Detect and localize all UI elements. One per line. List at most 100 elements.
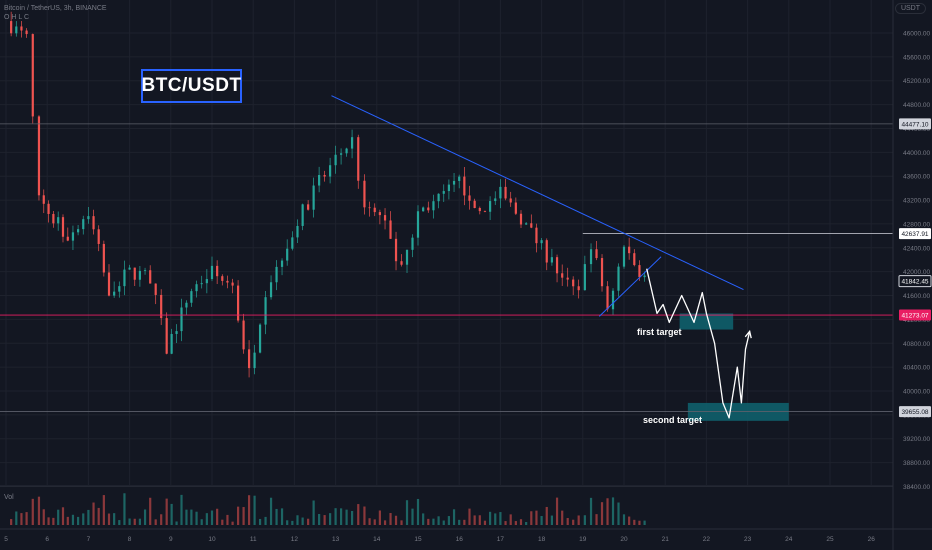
volume-bar [206, 513, 208, 525]
candle-body [572, 280, 574, 287]
volume-bar [134, 519, 136, 525]
volume-bar [395, 516, 397, 525]
volume-bar [155, 519, 157, 525]
y-tick-label: 41600.00 [903, 293, 930, 300]
volume-bar [623, 514, 625, 525]
candle-body [123, 270, 125, 287]
volume-bar [340, 508, 342, 525]
volume-bar [567, 518, 569, 525]
candle-body [443, 191, 445, 194]
x-tick-label: 21 [662, 536, 670, 543]
volume-bar [232, 522, 234, 525]
currency-button[interactable]: USDT [895, 3, 926, 14]
y-tick-label: 40800.00 [903, 341, 930, 348]
volume-bar [286, 520, 288, 525]
symbol-line: Bitcoin / TetherUS, 3h, BINANCE [4, 4, 107, 13]
volume-bar [406, 500, 408, 525]
volume-bar [171, 504, 173, 525]
chart-title-box: BTC/USDT [141, 69, 242, 103]
volume-bar [572, 520, 574, 525]
volume-bar [82, 513, 84, 525]
candle-body [458, 177, 460, 181]
volume-bar [129, 519, 131, 525]
candle-body [118, 286, 120, 292]
candle-body [561, 273, 563, 277]
volume-bar [160, 514, 162, 525]
candle-body [525, 223, 527, 224]
volume-bar [98, 508, 100, 525]
y-tick-label: 39200.00 [903, 436, 930, 443]
first-target-label: first target [637, 327, 682, 337]
candle-body [633, 253, 635, 265]
candle-body [406, 250, 408, 265]
symbol-header: Bitcoin / TetherUS, 3h, BINANCE O H L C [4, 4, 107, 22]
candle-body [494, 198, 496, 201]
candle-body [368, 207, 370, 208]
candle-body [617, 267, 619, 291]
x-tick-label: 26 [868, 536, 876, 543]
candle-body [77, 229, 79, 232]
candle-body [628, 247, 630, 253]
volume-bar [32, 499, 34, 525]
candle-body [57, 217, 59, 223]
volume-bar [633, 520, 635, 525]
volume-bar [584, 515, 586, 525]
volume-bar [108, 514, 110, 525]
candle-body [448, 185, 450, 191]
candle-body [15, 26, 17, 33]
candle-body [546, 240, 548, 262]
volume-bar [389, 513, 391, 525]
volume-bar [43, 509, 45, 525]
candle-body [468, 195, 470, 200]
candle-body [38, 116, 40, 195]
volume-bar [504, 521, 506, 525]
volume-bar [432, 519, 434, 525]
candle-body [595, 249, 597, 258]
volume-bar [606, 498, 608, 525]
volume-bar [185, 510, 187, 525]
candle-body [20, 26, 22, 30]
candle-body [363, 181, 365, 208]
y-tick-label: 40000.00 [903, 389, 930, 396]
x-tick-label: 7 [87, 536, 91, 543]
volume-bar [264, 517, 266, 525]
y-tick-label: 45600.00 [903, 54, 930, 61]
candle-body [345, 149, 347, 154]
volume-bar [494, 513, 496, 525]
candle-body [62, 217, 64, 237]
volume-bar [484, 521, 486, 525]
candle-body [389, 220, 391, 238]
candle-body [206, 279, 208, 283]
volume-bar [77, 517, 79, 525]
candle-body [113, 292, 115, 296]
candle-body [504, 187, 506, 199]
candle-body [335, 155, 337, 165]
x-tick-label: 10 [208, 536, 216, 543]
candle-body [601, 258, 603, 286]
volume-bar [368, 518, 370, 525]
volume-bar [489, 512, 491, 525]
volume-bar [427, 519, 429, 525]
volume-bar [72, 515, 74, 525]
candle-body [438, 194, 440, 201]
candle-body [226, 281, 228, 283]
y-tick-label: 42400.00 [903, 245, 930, 252]
candle-body [216, 266, 218, 276]
volume-bar [275, 509, 277, 525]
candle-body [139, 271, 141, 280]
candle-body [530, 223, 532, 227]
candle-body [108, 272, 110, 295]
volume-bar [324, 515, 326, 525]
x-tick-label: 17 [497, 536, 505, 543]
candle-body [484, 211, 486, 212]
volume-bar [52, 518, 54, 525]
volume-bar [345, 510, 347, 525]
price-tag-label: 41842.45 [901, 279, 928, 286]
volume-bar [561, 511, 563, 525]
volume-bar [628, 517, 630, 525]
candle-body [175, 331, 177, 334]
candle-body [47, 204, 49, 214]
candle-body [307, 204, 309, 209]
volume-bar [201, 519, 203, 525]
